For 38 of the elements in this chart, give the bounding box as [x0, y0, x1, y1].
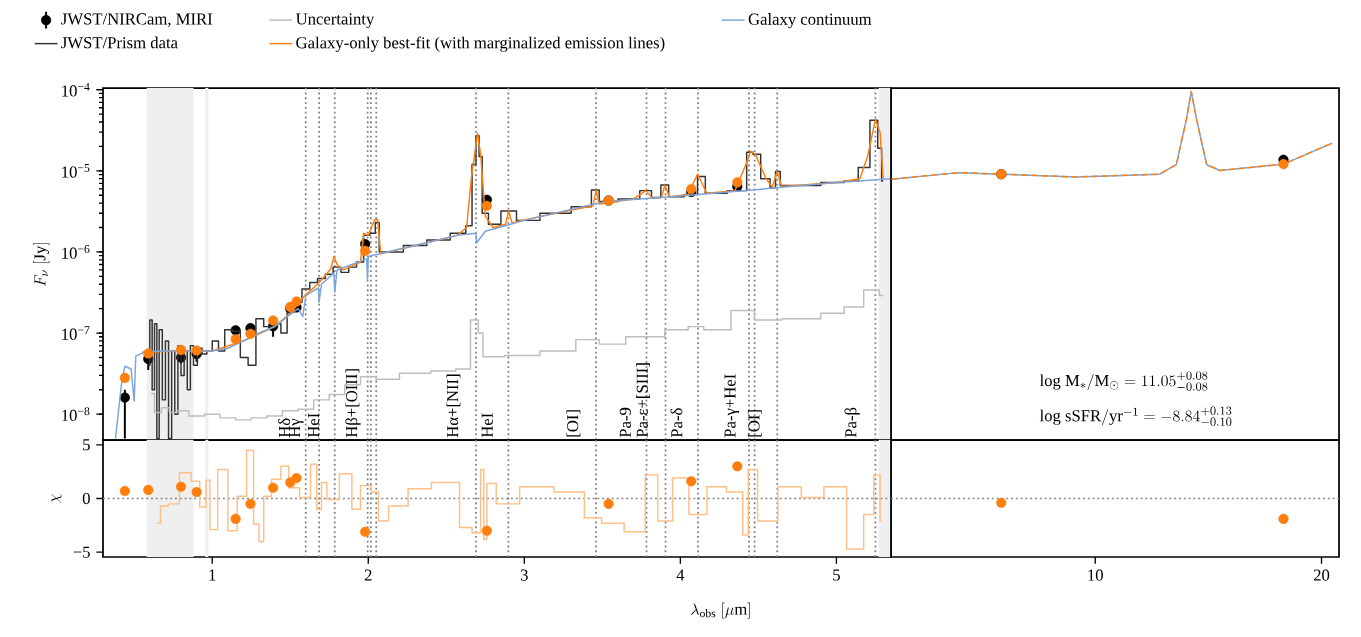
ref-line-label: Hα+[NII] — [446, 374, 461, 438]
ref-line-label: Hβ+[OIII] — [345, 369, 361, 438]
legend-label: Galaxy-only best-fit (with marginalized emission lines) — [296, 36, 665, 52]
ref-line-label: Pa-9 — [619, 407, 631, 438]
ref-line-label: Pa-δ — [670, 408, 683, 438]
x-tick-label: 4 — [676, 569, 685, 581]
y-axis-title: $F_\nu\ [\mathrm{Jy}]$ — [33, 243, 50, 286]
y-tick-label: 5 — [83, 439, 90, 451]
ref-line-label: [OI] — [566, 410, 581, 437]
ref-line-label: Hδ — [278, 418, 291, 438]
x-tick-label: 10 — [1088, 569, 1103, 581]
y-tick-label: 10$^{−8}$ — [62, 407, 90, 422]
ref-line-label: HeI — [481, 413, 493, 438]
ref-line-label: HeI — [308, 413, 320, 438]
y-tick-label: 10$^{−4}$ — [62, 82, 90, 97]
y-tick-label: 0 — [82, 492, 90, 505]
legend-label: JWST/NIRCam, MIRI — [61, 13, 213, 27]
y-tick-label: 10$^{−6}$ — [62, 245, 90, 259]
x-tick-label: 20 — [1313, 569, 1330, 581]
x-tick-label: 3 — [520, 569, 528, 581]
annotation: $\mathrm{log\ sSFR/yr^{-1}} = -8.84^{+0.13}_{-0.10}$ — [1039, 406, 1232, 426]
ref-line-label: [OI] — [747, 410, 762, 437]
x-tick-label: 5 — [833, 569, 840, 581]
x-axis-title: $\lambda_{\mathrm{obs}}\ [\mu\mathrm{m}]$ — [691, 602, 750, 619]
ref-line-label: Hγ — [289, 418, 304, 438]
ref-line-label: Pa-ε+[SIII] — [636, 363, 650, 438]
ref-line-label: Pa-β — [844, 407, 860, 438]
legend-label: Uncertainty — [295, 13, 375, 28]
y-axis-title: $\chi$ — [51, 494, 62, 503]
legend-label: Galaxy continuum — [748, 13, 872, 29]
y-tick-label: 10$^{−5}$ — [62, 164, 90, 178]
legend-label: JWST/Prism data — [61, 36, 178, 49]
y-tick-label: −5 — [73, 546, 90, 558]
annotation: $\mathrm{log\ M_*/M_\odot} = 11.05^{+0.08}_{-0.08}$ — [1039, 371, 1208, 391]
ref-line-label: Pa-γ+HeI — [724, 374, 740, 438]
x-tick-label: 1 — [209, 569, 216, 581]
y-tick-label: 10$^{−7}$ — [62, 326, 90, 340]
x-tick-label: 2 — [364, 569, 372, 581]
